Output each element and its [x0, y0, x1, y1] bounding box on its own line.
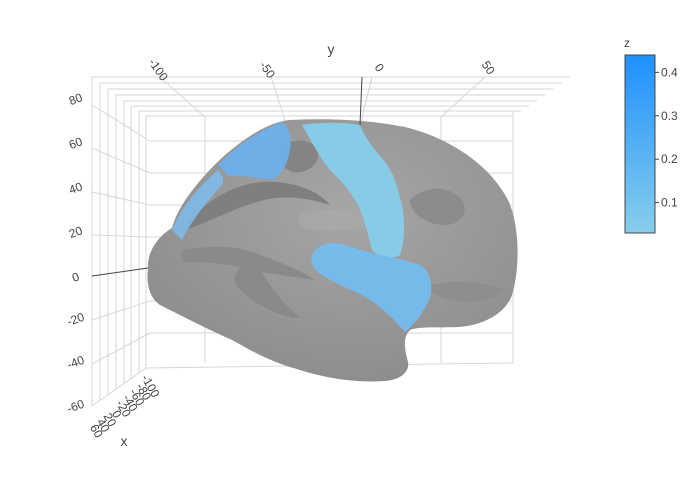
sulcus-sylvian [178, 181, 330, 233]
z-axis-ticks: 80 60 40 20 0 -20 -40 -60 [65, 90, 86, 416]
sulcus-lower-temporal [234, 264, 300, 318]
colorbar-tick-label: 0.3 [661, 109, 678, 123]
y-axis-zero-line [359, 76, 363, 126]
x-axis-title: x [121, 433, 128, 449]
sulcus-temporal [182, 246, 315, 280]
region-superior-parietal [218, 122, 291, 180]
colorbar-gradient [624, 54, 656, 234]
sulcus-frontal [410, 188, 465, 225]
colorbar: z 0.4 0.3 0.2 0.1 [624, 36, 678, 234]
x-tick-label: 60 [87, 422, 106, 441]
z-tick-label: 60 [67, 134, 85, 152]
brain-surface [147, 119, 518, 382]
z-tick-label: 20 [67, 223, 85, 241]
y-tick-label: -100 [146, 56, 171, 84]
x-tick-label: 40 [94, 416, 113, 435]
colorbar-tick-label: 0.1 [661, 196, 678, 210]
colorbar-tick-label: 0.4 [661, 65, 678, 79]
y-axis-ticks: -100 -50 0 50 [146, 56, 498, 84]
z-tick-label: -40 [65, 353, 86, 372]
y-tick-label: 50 [479, 58, 498, 77]
sulcus-lower-frontal [429, 281, 505, 302]
region-posterior-edge [172, 170, 224, 240]
y-tick-label: 0 [372, 61, 387, 75]
x-tick-label: 20 [101, 410, 120, 429]
z-tick-label: 40 [67, 179, 85, 197]
y-tick-label: -50 [257, 59, 279, 82]
gyrus-highlight [298, 209, 380, 231]
region-superior-temporal [311, 243, 432, 332]
colorbar-title: z [624, 36, 630, 50]
z-tick-label: 0 [70, 269, 81, 285]
region-central-strip [302, 122, 405, 258]
z-tick-label: -60 [65, 397, 86, 416]
x-axis-line [91, 267, 149, 277]
z-tick-label: 80 [67, 90, 85, 108]
z-tick-label: -20 [65, 310, 86, 329]
y-axis-title: y [328, 41, 335, 57]
colorbar-ticks: 0.4 0.3 0.2 0.1 [655, 65, 678, 210]
colorbar-tick-label: 0.2 [661, 152, 678, 166]
